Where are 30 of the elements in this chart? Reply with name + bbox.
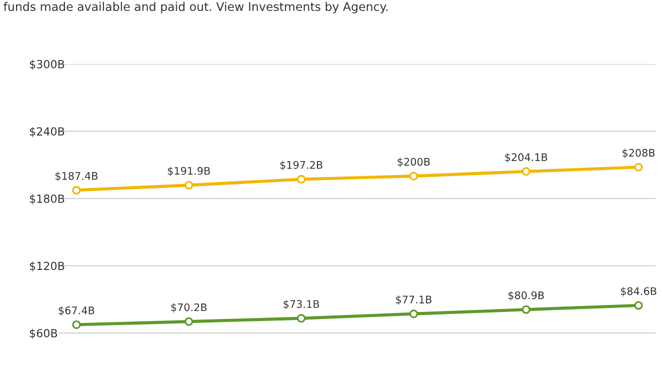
point xyxy=(522,305,530,314)
point xyxy=(409,310,418,318)
point xyxy=(296,314,306,323)
data-label: $197.2B xyxy=(280,160,322,170)
data-label: $187.4B xyxy=(56,172,98,182)
point xyxy=(72,320,81,330)
point xyxy=(409,172,418,180)
data-label: $70.2B xyxy=(171,303,207,313)
data-label: $200B xyxy=(398,158,430,168)
y-tick-label: $60B xyxy=(30,328,58,339)
data-label: $191.9B xyxy=(168,166,210,176)
point xyxy=(72,186,81,195)
data-label: $77.1B xyxy=(396,295,432,305)
data-label: $67.4B xyxy=(58,306,94,316)
y-tick-label: $300B xyxy=(30,60,64,70)
point xyxy=(634,162,643,172)
data-label: $204.1B xyxy=(505,153,548,163)
data-label: $73.1B xyxy=(284,300,320,310)
y-tick-label: $120B xyxy=(30,262,64,272)
data-label: $208B xyxy=(622,148,655,158)
chart-title: funds made available and paid out. View Investments by Agency. xyxy=(4,2,388,14)
data-label: $84.6B xyxy=(620,287,656,296)
point xyxy=(184,180,194,190)
point xyxy=(296,174,306,184)
point xyxy=(634,301,643,310)
data-label: $80.9B xyxy=(508,291,544,301)
y-tick-label: $180B xyxy=(30,194,64,204)
point xyxy=(522,167,530,176)
y-tick-label: $240B xyxy=(30,127,64,138)
point xyxy=(184,317,194,326)
